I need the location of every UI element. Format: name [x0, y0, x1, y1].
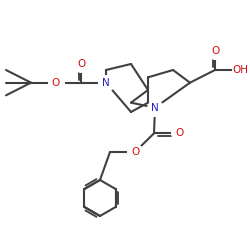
Text: N: N — [102, 78, 110, 88]
Text: N: N — [151, 103, 159, 113]
Text: O: O — [52, 78, 60, 88]
Text: O: O — [77, 59, 85, 69]
Text: O: O — [131, 147, 139, 157]
Text: O: O — [211, 46, 219, 56]
Text: OH: OH — [232, 65, 248, 75]
Text: O: O — [175, 128, 183, 138]
